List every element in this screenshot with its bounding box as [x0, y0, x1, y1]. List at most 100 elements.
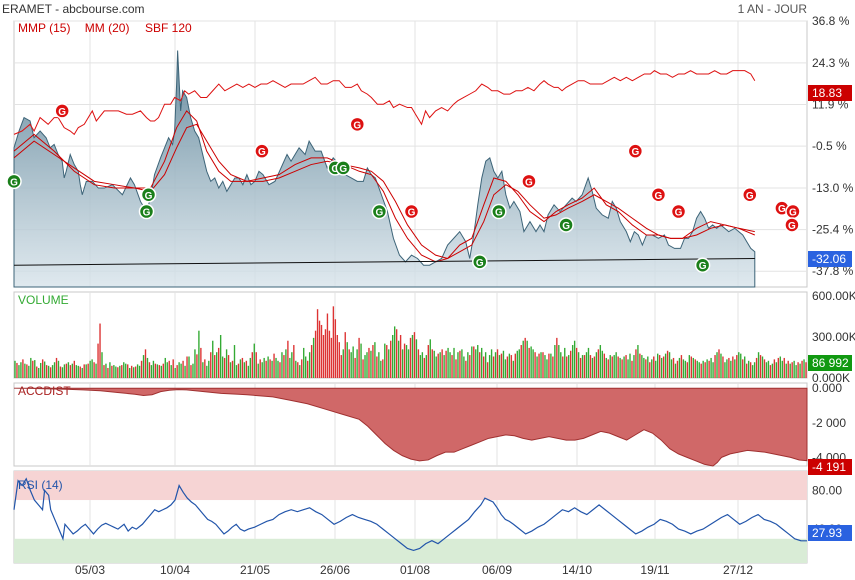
volume-bar — [540, 352, 542, 378]
accdist-tick-label: 0.000 — [812, 381, 842, 395]
volume-bar — [283, 355, 285, 378]
rsi-line — [13, 477, 808, 552]
volume-bar — [451, 355, 453, 378]
volume-bar — [734, 359, 736, 378]
index-last-value — [808, 85, 852, 101]
volume-bar — [538, 353, 540, 378]
volume-bar — [488, 355, 491, 378]
volume-bar — [308, 352, 311, 378]
volume-bar — [253, 343, 255, 378]
volume-bar — [364, 355, 366, 378]
volume-bar — [769, 365, 772, 378]
volume-bar — [453, 347, 455, 378]
buy-signal-label: G — [375, 208, 383, 219]
volume-bar — [227, 355, 230, 378]
volume-bar — [338, 342, 340, 378]
volume-bar — [376, 356, 378, 378]
volume-bar — [562, 356, 564, 378]
volume-bar — [237, 363, 240, 378]
volume-bar — [639, 353, 641, 378]
volume-bar — [392, 335, 394, 378]
volume-bar — [506, 356, 509, 378]
volume-bar — [95, 363, 97, 378]
volume-bar — [690, 356, 693, 378]
volume-bar — [668, 352, 671, 378]
volume-bar — [81, 367, 83, 378]
volume-bar — [241, 357, 244, 378]
volume-bar — [259, 359, 261, 378]
volume-bar — [123, 362, 125, 378]
volume-bar — [445, 350, 447, 378]
volume-bar — [516, 350, 518, 378]
accdist-last-value — [808, 459, 852, 475]
volume-bar — [127, 364, 129, 378]
volume-bar — [678, 357, 681, 378]
volume-bar — [413, 332, 416, 378]
y-tick-label: -0.5 % — [812, 139, 847, 153]
volume-bar — [587, 347, 590, 378]
volume-bar — [575, 347, 578, 378]
volume-bar — [479, 352, 481, 378]
volume-bar — [192, 363, 194, 378]
volume-bar — [573, 340, 576, 378]
volume-bar — [113, 365, 115, 378]
volume-bar — [160, 365, 163, 378]
volume-bar — [202, 362, 204, 378]
volume-bar — [69, 365, 72, 378]
volume-bar — [303, 347, 305, 378]
volume-bar — [465, 360, 467, 378]
volume-bar — [425, 355, 428, 378]
volume-bar — [544, 355, 546, 378]
volume-bar — [41, 359, 44, 378]
volume-bar — [395, 329, 398, 378]
volume-bar — [649, 362, 651, 378]
y-tick-label: -13.0 % — [812, 181, 854, 195]
volume-bar — [251, 352, 253, 378]
volume-bar — [443, 355, 445, 378]
volume-bar — [455, 359, 457, 378]
volume-bar — [684, 360, 687, 378]
volume-bar — [47, 365, 50, 378]
sell-signal-label: G — [631, 147, 639, 158]
y-tick-label: 24.3 % — [812, 56, 850, 70]
volume-bar — [344, 332, 346, 378]
volume-bar — [130, 365, 133, 378]
volume-bar — [386, 345, 388, 378]
oversold-band — [14, 538, 807, 563]
volume-bar — [166, 362, 168, 378]
volume-bar — [471, 346, 473, 378]
volume-bar — [67, 362, 70, 378]
volume-bar — [534, 352, 536, 378]
volume-bar — [749, 362, 752, 378]
volume-bar — [627, 359, 629, 378]
volume-bar — [569, 350, 572, 378]
volume-bar — [399, 335, 402, 378]
volume-bar — [730, 360, 732, 378]
volume-bar — [629, 353, 631, 378]
legend-item: MM (20) — [85, 21, 130, 35]
volume-bar — [186, 356, 188, 378]
volume-bar — [473, 346, 475, 378]
volume-bar — [615, 352, 617, 378]
sell-signal-label: G — [58, 107, 66, 118]
volume-bar — [520, 345, 522, 378]
volume-bar — [150, 365, 153, 378]
volume-bar — [316, 309, 319, 378]
volume-bar — [285, 349, 287, 378]
volume-bar — [132, 367, 135, 378]
buy-signal-label: G — [562, 221, 570, 232]
volume-bar — [437, 353, 439, 378]
volume-bar — [103, 365, 105, 378]
volume-bar — [200, 347, 202, 378]
volume-bar — [172, 359, 174, 378]
volume-bar — [712, 362, 714, 378]
volume-bar — [372, 345, 374, 378]
buy-signal — [335, 160, 351, 176]
buy-signal-label: G — [143, 208, 151, 219]
volume-bar — [676, 360, 679, 378]
volume-bar — [558, 345, 560, 378]
sell-signal-label: G — [655, 191, 663, 202]
volume-bar — [641, 355, 643, 378]
volume-bar — [611, 356, 613, 378]
